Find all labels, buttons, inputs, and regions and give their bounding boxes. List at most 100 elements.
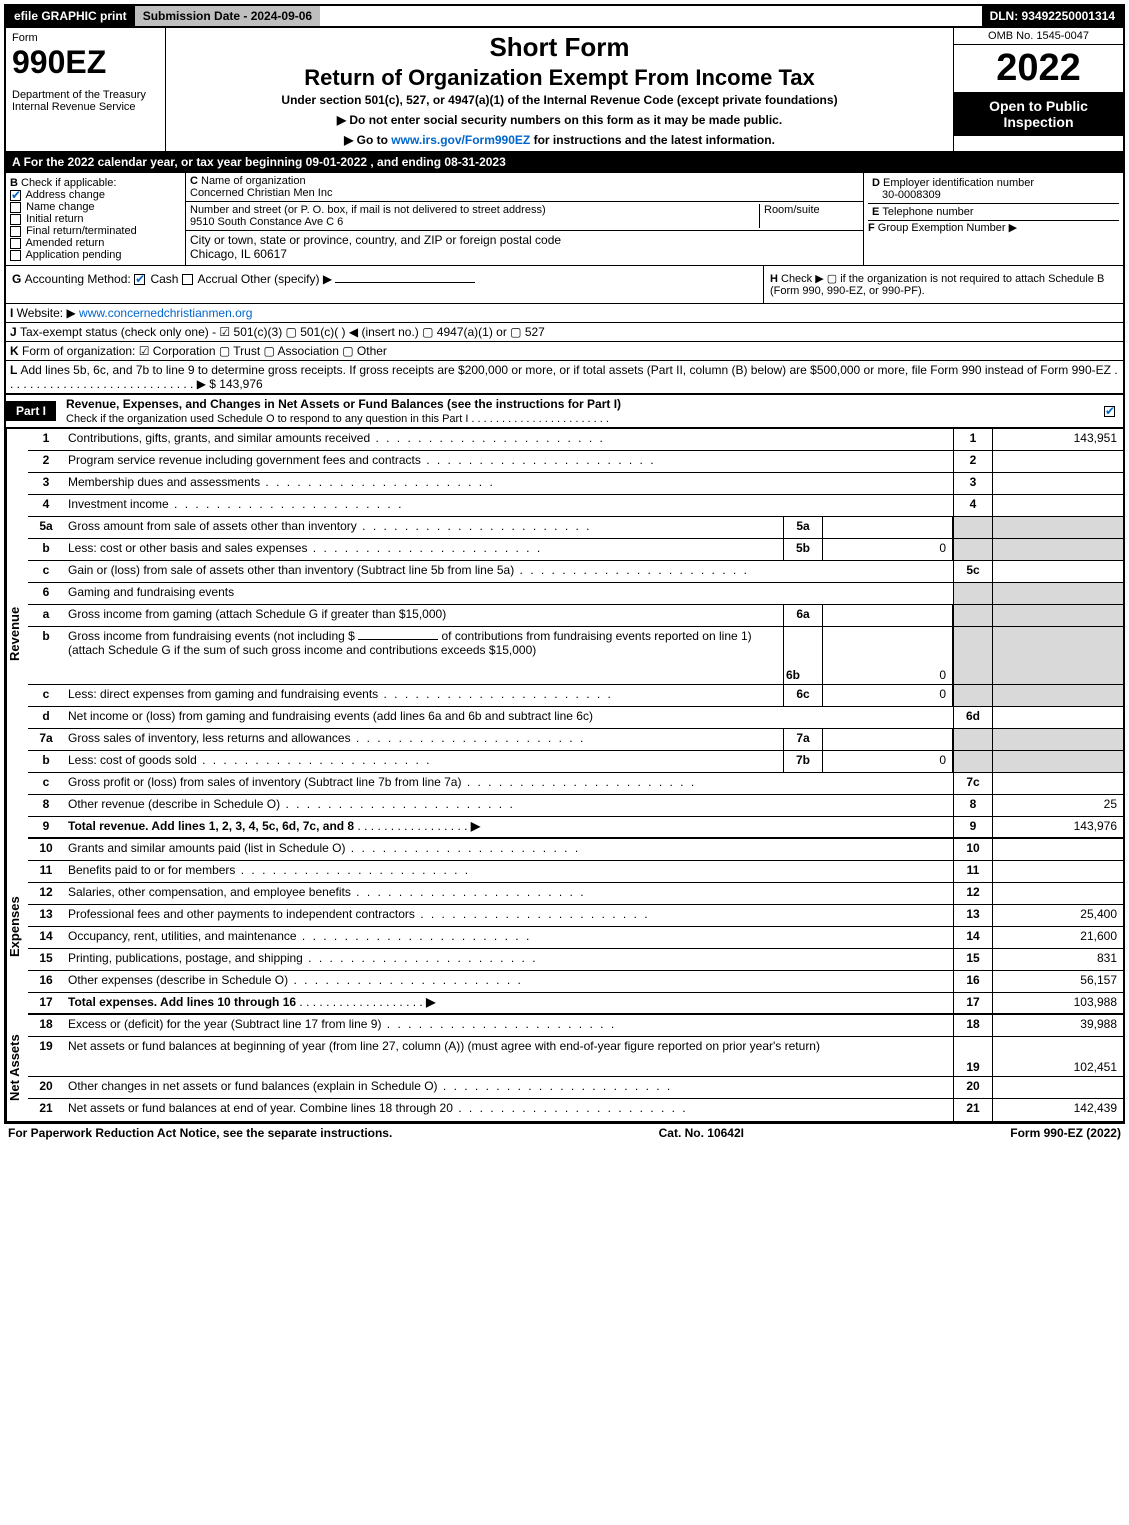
line-6-desc: Gaming and fundraising events xyxy=(64,583,953,604)
c-name-row: C Name of organization Concerned Christi… xyxy=(186,173,863,202)
line-13-desc: Professional fees and other payments to … xyxy=(64,905,953,926)
d-label: Employer identification number xyxy=(883,177,1034,189)
line-8-desc: Other revenue (describe in Schedule O) xyxy=(64,795,953,816)
line-6b-val: 0 xyxy=(823,627,953,684)
line-18-desc: Excess or (deficit) for the year (Subtra… xyxy=(64,1015,953,1036)
chk-schedule-o[interactable] xyxy=(1104,406,1115,417)
line-5b-val: 0 xyxy=(823,539,953,560)
line-19: 19Net assets or fund balances at beginni… xyxy=(28,1037,1123,1077)
b-init: Initial return xyxy=(26,213,83,225)
footer-left: For Paperwork Reduction Act Notice, see … xyxy=(8,1126,392,1140)
line-1-val: 143,951 xyxy=(993,429,1123,450)
part1-title: Revenue, Expenses, and Changes in Net As… xyxy=(64,395,1098,427)
line-5b: bLess: cost or other basis and sales exp… xyxy=(28,539,1123,561)
form-header: Form 990EZ Department of the Treasury In… xyxy=(4,28,1125,153)
open-to-public: Open to Public Inspection xyxy=(954,92,1123,136)
g-cash: Cash xyxy=(150,272,178,286)
chk-initial-return[interactable] xyxy=(10,214,21,225)
h-text: Check ▶ ▢ if the organization is not req… xyxy=(770,273,1104,297)
subtitle: Under section 501(c), 527, or 4947(a)(1)… xyxy=(176,93,943,107)
c-name-label: Name of organization xyxy=(201,175,306,187)
line-5c-desc: Gain or (loss) from sale of assets other… xyxy=(64,561,953,582)
line-21-val: 142,439 xyxy=(993,1099,1123,1121)
ein-value: 30-0008309 xyxy=(872,189,941,201)
line-7c: cGross profit or (loss) from sales of in… xyxy=(28,773,1123,795)
footer-cat: Cat. No. 10642I xyxy=(659,1126,744,1140)
org-street: 9510 South Constance Ave C 6 xyxy=(190,216,343,228)
f-group: F Group Exemption Number ▶ xyxy=(868,221,1119,234)
line-6: 6Gaming and fundraising events xyxy=(28,583,1123,605)
line-21: 21Net assets or fund balances at end of … xyxy=(28,1099,1123,1121)
website-link[interactable]: www.concernedchristianmen.org xyxy=(79,306,252,320)
section-l: L Add lines 5b, 6c, and 7b to line 9 to … xyxy=(4,361,1125,395)
line-18-val: 39,988 xyxy=(993,1015,1123,1036)
i-label: Website: ▶ xyxy=(17,306,76,320)
g-accrual: Accrual xyxy=(197,272,237,286)
line-8: 8Other revenue (describe in Schedule O)8… xyxy=(28,795,1123,817)
line-7a-desc: Gross sales of inventory, less returns a… xyxy=(64,729,783,750)
title-short-form: Short Form xyxy=(176,32,943,63)
c-street-label: Number and street (or P. O. box, if mail… xyxy=(190,204,546,216)
b-label: Check if applicable: xyxy=(21,177,116,189)
line-6b-desc: Gross income from fundraising events (no… xyxy=(64,627,783,684)
part1-title-text: Revenue, Expenses, and Changes in Net As… xyxy=(66,397,621,411)
efile-label: efile GRAPHIC print xyxy=(6,6,135,26)
line-14-val: 21,600 xyxy=(993,927,1123,948)
omb-number: OMB No. 1545-0047 xyxy=(954,28,1123,45)
line-21-desc: Net assets or fund balances at end of ye… xyxy=(64,1099,953,1121)
form-number-block: Form 990EZ xyxy=(12,32,159,81)
line-6b: bGross income from fundraising events (n… xyxy=(28,627,1123,685)
line-11: 11Benefits paid to or for members11 xyxy=(28,861,1123,883)
info-link: ▶ Go to www.irs.gov/Form990EZ for instru… xyxy=(176,133,943,147)
section-def: D Employer identification number 30-0008… xyxy=(863,173,1123,265)
expenses-group: Expenses 10Grants and similar amounts pa… xyxy=(4,839,1125,1015)
chk-application-pending[interactable] xyxy=(10,250,21,261)
org-name: Concerned Christian Men Inc xyxy=(190,187,332,199)
form-label: Form xyxy=(12,32,38,44)
b-name: Name change xyxy=(26,201,95,213)
form-number: 990EZ xyxy=(12,44,106,80)
line-5b-desc: Less: cost or other basis and sales expe… xyxy=(64,539,783,560)
line-6a: aGross income from gaming (attach Schedu… xyxy=(28,605,1123,627)
line-2-desc: Program service revenue including govern… xyxy=(64,451,953,472)
line-7a: 7aGross sales of inventory, less returns… xyxy=(28,729,1123,751)
c-street-row: Number and street (or P. O. box, if mail… xyxy=(186,202,863,231)
line-9-val: 143,976 xyxy=(993,817,1123,837)
line-13: 13Professional fees and other payments t… xyxy=(28,905,1123,927)
section-g: G Accounting Method: Cash Accrual Other … xyxy=(6,266,763,303)
line-20-desc: Other changes in net assets or fund bala… xyxy=(64,1077,953,1098)
title-return: Return of Organization Exempt From Incom… xyxy=(176,65,943,91)
chk-final-return[interactable] xyxy=(10,226,21,237)
line-a: A For the 2022 calendar year, or tax yea… xyxy=(4,153,1125,173)
b-amend: Amended return xyxy=(25,237,104,249)
chk-amended-return[interactable] xyxy=(10,238,21,249)
l-value: 143,976 xyxy=(219,377,262,391)
chk-name-change[interactable] xyxy=(10,202,21,213)
line-5a: 5aGross amount from sale of assets other… xyxy=(28,517,1123,539)
irs-link[interactable]: www.irs.gov/Form990EZ xyxy=(391,133,530,147)
line-15-val: 831 xyxy=(993,949,1123,970)
line-7b-val: 0 xyxy=(823,751,953,772)
chk-accrual[interactable] xyxy=(182,274,193,285)
line-12-desc: Salaries, other compensation, and employ… xyxy=(64,883,953,904)
line-18: 18Excess or (deficit) for the year (Subt… xyxy=(28,1015,1123,1037)
tax-year: 2022 xyxy=(954,45,1123,92)
g-label: Accounting Method: xyxy=(25,272,131,286)
line-6c: cLess: direct expenses from gaming and f… xyxy=(28,685,1123,707)
chk-cash[interactable] xyxy=(134,274,145,285)
line-15: 15Printing, publications, postage, and s… xyxy=(28,949,1123,971)
side-label-net-assets: Net Assets xyxy=(6,1015,28,1121)
submission-date: Submission Date - 2024-09-06 xyxy=(135,6,320,26)
line-14-desc: Occupancy, rent, utilities, and maintena… xyxy=(64,927,953,948)
chk-address-change[interactable] xyxy=(10,190,21,201)
part1-sub: Check if the organization used Schedule … xyxy=(66,413,609,425)
line-10-desc: Grants and similar amounts paid (list in… xyxy=(64,839,953,860)
line-20: 20Other changes in net assets or fund ba… xyxy=(28,1077,1123,1099)
line-6d: dNet income or (loss) from gaming and fu… xyxy=(28,707,1123,729)
line-13-val: 25,400 xyxy=(993,905,1123,926)
line-9-desc: Total revenue. Add lines 1, 2, 3, 4, 5c,… xyxy=(64,817,953,837)
line-15-desc: Printing, publications, postage, and shi… xyxy=(64,949,953,970)
l-text: Add lines 5b, 6c, and 7b to line 9 to de… xyxy=(10,363,1118,391)
e-phone: E Telephone number xyxy=(868,204,1119,221)
line-11-desc: Benefits paid to or for members xyxy=(64,861,953,882)
